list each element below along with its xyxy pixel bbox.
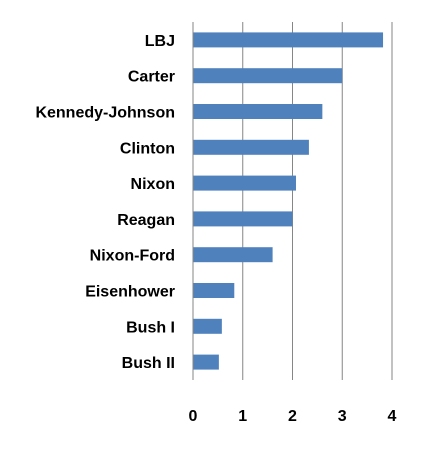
tick-label: 0 <box>189 408 198 425</box>
bar-clinton <box>193 139 309 155</box>
tick-label: 3 <box>338 408 347 425</box>
bar-kennedy-johnson <box>193 104 323 119</box>
category-label: Reagan <box>117 212 175 229</box>
category-label: Nixon-Ford <box>90 248 175 265</box>
category-label: Nixon <box>131 176 175 193</box>
bar-bush-ii <box>193 354 219 370</box>
bar-carter <box>193 68 343 84</box>
tick-label: 1 <box>238 408 247 425</box>
tick-label: 2 <box>288 408 297 425</box>
category-label: Carter <box>128 69 175 86</box>
bar-reagan <box>193 211 293 227</box>
category-labels: LBJ Carter Kennedy-Johnson Clinton Nixon Reag… <box>35 33 175 372</box>
bar-nixon-ford <box>193 247 273 263</box>
bar-bush-i <box>193 318 222 334</box>
bar-nixon <box>193 175 296 191</box>
value-tick-labels: 0 1 2 3 4 <box>189 408 397 425</box>
bars <box>193 32 384 370</box>
category-label: Bush II <box>122 355 175 372</box>
bar-eisenhower <box>193 283 235 298</box>
category-label: Kennedy-Johnson <box>35 105 175 122</box>
category-label: LBJ <box>145 33 175 50</box>
category-label: Clinton <box>120 140 175 157</box>
category-label: Eisenhower <box>85 284 175 301</box>
category-label: Bush I <box>126 319 175 336</box>
bar-lbj <box>193 32 384 48</box>
tick-label: 4 <box>388 408 397 425</box>
